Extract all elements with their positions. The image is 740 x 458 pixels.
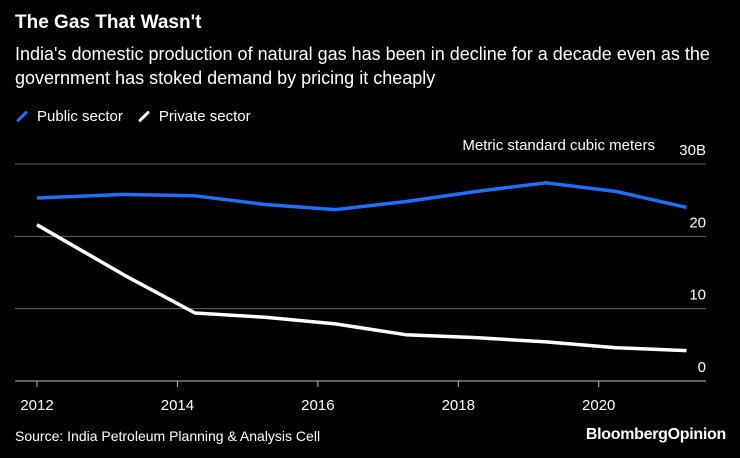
x-tick-label-2018: 2018 [442, 397, 475, 414]
brand-section: Opinion [667, 426, 727, 443]
y-tick-label-10: 10 [689, 287, 706, 304]
source-note: Source: India Petroleum Planning & Analy… [15, 428, 321, 444]
legend-label-public: Public sector [37, 108, 123, 125]
brand-logo: BloombergOpinion [586, 426, 726, 444]
legend-item-public: Public sector [15, 108, 123, 125]
series-line-private [36, 223, 687, 353]
chart-title: The Gas That Wasn't [15, 12, 202, 33]
x-tick-label-2014: 2014 [161, 397, 194, 414]
y-tick-label-30: 30B [679, 142, 706, 159]
legend-item-private: Private sector [137, 108, 251, 125]
series-line-public [36, 181, 687, 212]
legend-label-private: Private sector [158, 108, 251, 125]
x-tick-label-2020: 2020 [582, 397, 615, 414]
y-tick-label-0: 0 [698, 359, 706, 376]
y-tick-label-20: 20 [689, 214, 706, 231]
x-tick-label-2016: 2016 [301, 397, 334, 414]
chart-subtitle: India's domestic production of natural g… [15, 44, 710, 88]
x-tick-label-2012: 2012 [20, 397, 53, 414]
brand-name: Bloomberg [585, 426, 668, 443]
legend: Public sector Private sector [15, 108, 265, 125]
y-axis-label: Metric standard cubic meters [462, 137, 655, 154]
